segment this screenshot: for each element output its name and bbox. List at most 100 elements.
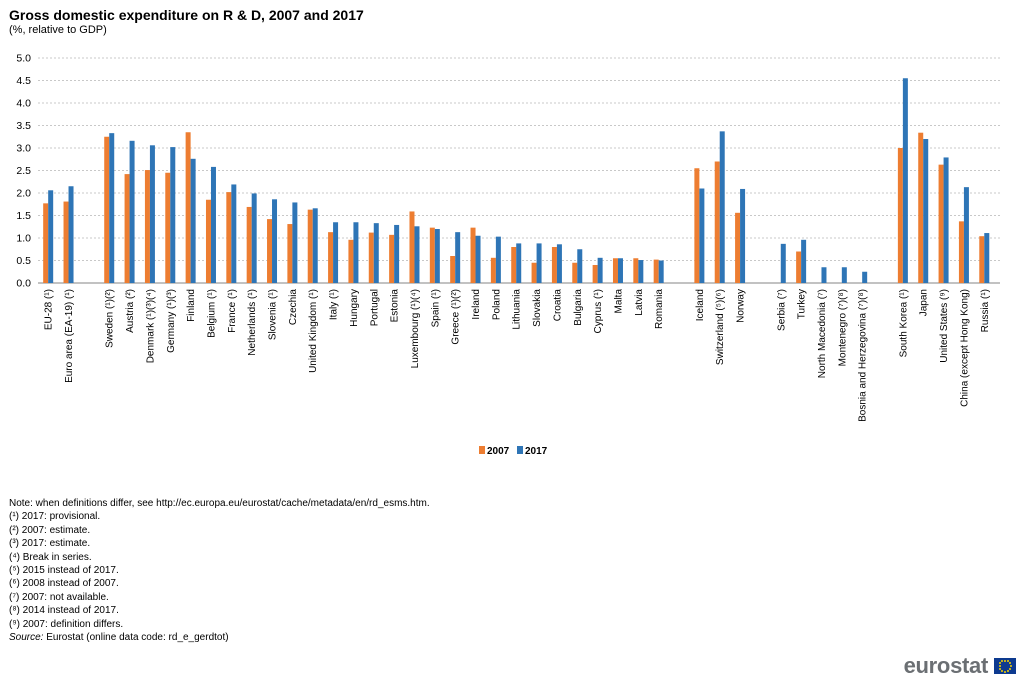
bar-2007 [694,168,700,283]
bar-2007 [714,161,720,283]
bar-2017 [780,243,786,283]
bar-2017 [292,202,298,283]
bar-2017 [434,229,440,283]
x-tick-label: Bosnia and Herzegovina (⁷)(⁸) [858,289,869,422]
bar-2007 [267,219,273,283]
x-tick-label: Finland [186,289,197,322]
x-tick-label: United States (⁹) [939,289,950,363]
footnote-3: (³) 2017: estimate. [9,538,91,550]
bar-2007 [429,227,435,283]
bar-2017 [149,145,155,283]
eurostat-logo: eurostat [904,653,1016,679]
bar-2007 [958,221,964,283]
bar-2017 [577,249,583,283]
bar-2017 [455,232,461,283]
footnote-8: (⁸) 2014 instead of 2017. [9,605,119,617]
y-axis-ticks: 0.0 0.5 1.0 1.5 2.0 2.5 3.0 3.5 4.0 4.5 5.0 [16,53,31,290]
bar-2017 [963,187,969,283]
x-tick-label: Malta [613,289,624,314]
eurostat-wordmark: eurostat [903,653,989,678]
x-tick-label: Luxembourg (¹)(⁴) [410,289,421,368]
x-tick-label: Slovenia (¹) [268,289,279,340]
y-tick-label: 0.5 [16,255,31,267]
bar-2007 [287,224,293,283]
bar-2017 [48,190,54,283]
bar-2017 [841,267,847,283]
x-tick-label: Portugal [369,289,380,326]
x-tick-label: South Korea (¹) [898,289,909,357]
x-tick-label: Spain (¹) [430,289,441,327]
bar-2017 [719,131,725,283]
y-tick-label: 4.0 [16,98,31,110]
x-tick-label: Greece (¹)(²) [451,289,462,345]
bar-2017 [190,158,196,283]
x-tick-label: EU-28 (¹) [44,289,55,330]
flag-star-icon [1008,667,1011,670]
y-tick-label: 5.0 [16,53,31,65]
x-tick-label: Euro area (EA-19) (¹) [64,289,75,383]
bar-2017 [414,226,420,283]
bar-2007 [897,148,903,283]
bar-2017 [495,236,501,283]
footnote-9: (⁹) 2007: definition differs. [9,618,124,630]
flag-star-icon [1004,670,1006,673]
bar-2007 [918,132,924,283]
bar-2017 [536,243,542,283]
bar-2007 [144,170,150,283]
footnote-1: (¹) 2017: provisional. [9,511,101,523]
x-tick-label: Iceland [695,289,706,321]
bar-2017 [109,133,115,283]
flag-star-icon [1001,669,1004,672]
bar-2017 [862,271,868,283]
bar-2007 [938,164,944,283]
bar-2007 [653,259,659,283]
legend-label-2017: 2017 [525,446,548,457]
bar-2007 [470,227,476,283]
bar-2007 [165,172,171,283]
x-tick-label: Hungary [349,289,360,327]
bar-2007 [796,251,802,283]
bar-2017 [638,260,644,283]
flag-star-icon [1006,660,1009,663]
bar-2017 [170,147,176,283]
bar-2007 [592,265,598,283]
bar-2017 [333,222,339,283]
bar-2007 [450,256,456,283]
source-text: Eurostat (online data code: rd_e_gerdtot… [43,632,229,644]
flag-star-icon [998,665,1001,667]
y-tick-label: 1.5 [16,210,31,222]
bar-2017 [516,243,522,283]
bar-2017 [801,239,807,283]
bar-2017 [475,235,481,283]
bar-2007 [104,136,110,283]
bar-2007 [205,199,211,283]
bar-2007 [490,257,496,283]
source-label: Source: [9,632,44,644]
bar-2007 [307,209,313,283]
x-axis-labels: EU-28 (¹) Euro area (EA-19) (¹) Sweden (¹)… [44,289,991,422]
x-tick-label: Czechia [288,289,299,326]
footnote-4: (⁴) Break in series. [9,551,92,563]
x-tick-label: Turkey [797,289,808,319]
footnote-6: (⁶) 2008 instead of 2007. [9,578,119,590]
x-tick-label: Bulgaria [573,289,584,326]
footnote-7: (⁷) 2007: not available. [9,591,109,603]
x-tick-label: Estonia [390,289,401,323]
bar-2007 [124,174,130,283]
legend-label-2007: 2007 [487,446,510,457]
x-tick-label: Japan [919,289,930,316]
y-tick-label: 0.0 [16,278,31,290]
x-tick-label: Belgium (¹) [206,289,217,338]
footnote-5: (⁵) 2015 instead of 2017. [9,565,119,577]
x-tick-label: Slovakia [532,289,543,327]
source-line: Source: Eurostat (online data code: rd_e… [9,631,430,644]
bar-2017 [231,184,237,283]
x-tick-label: United Kingdom (¹) [308,289,319,373]
x-tick-label: Montenegro (⁷)(⁸) [837,289,848,366]
x-tick-label: Romania [654,289,665,329]
x-tick-label: Poland [491,289,502,320]
bar-2007 [328,232,334,283]
x-tick-label: Croatia [552,289,563,322]
bar-2017 [597,257,603,283]
bar-2017 [272,199,278,283]
